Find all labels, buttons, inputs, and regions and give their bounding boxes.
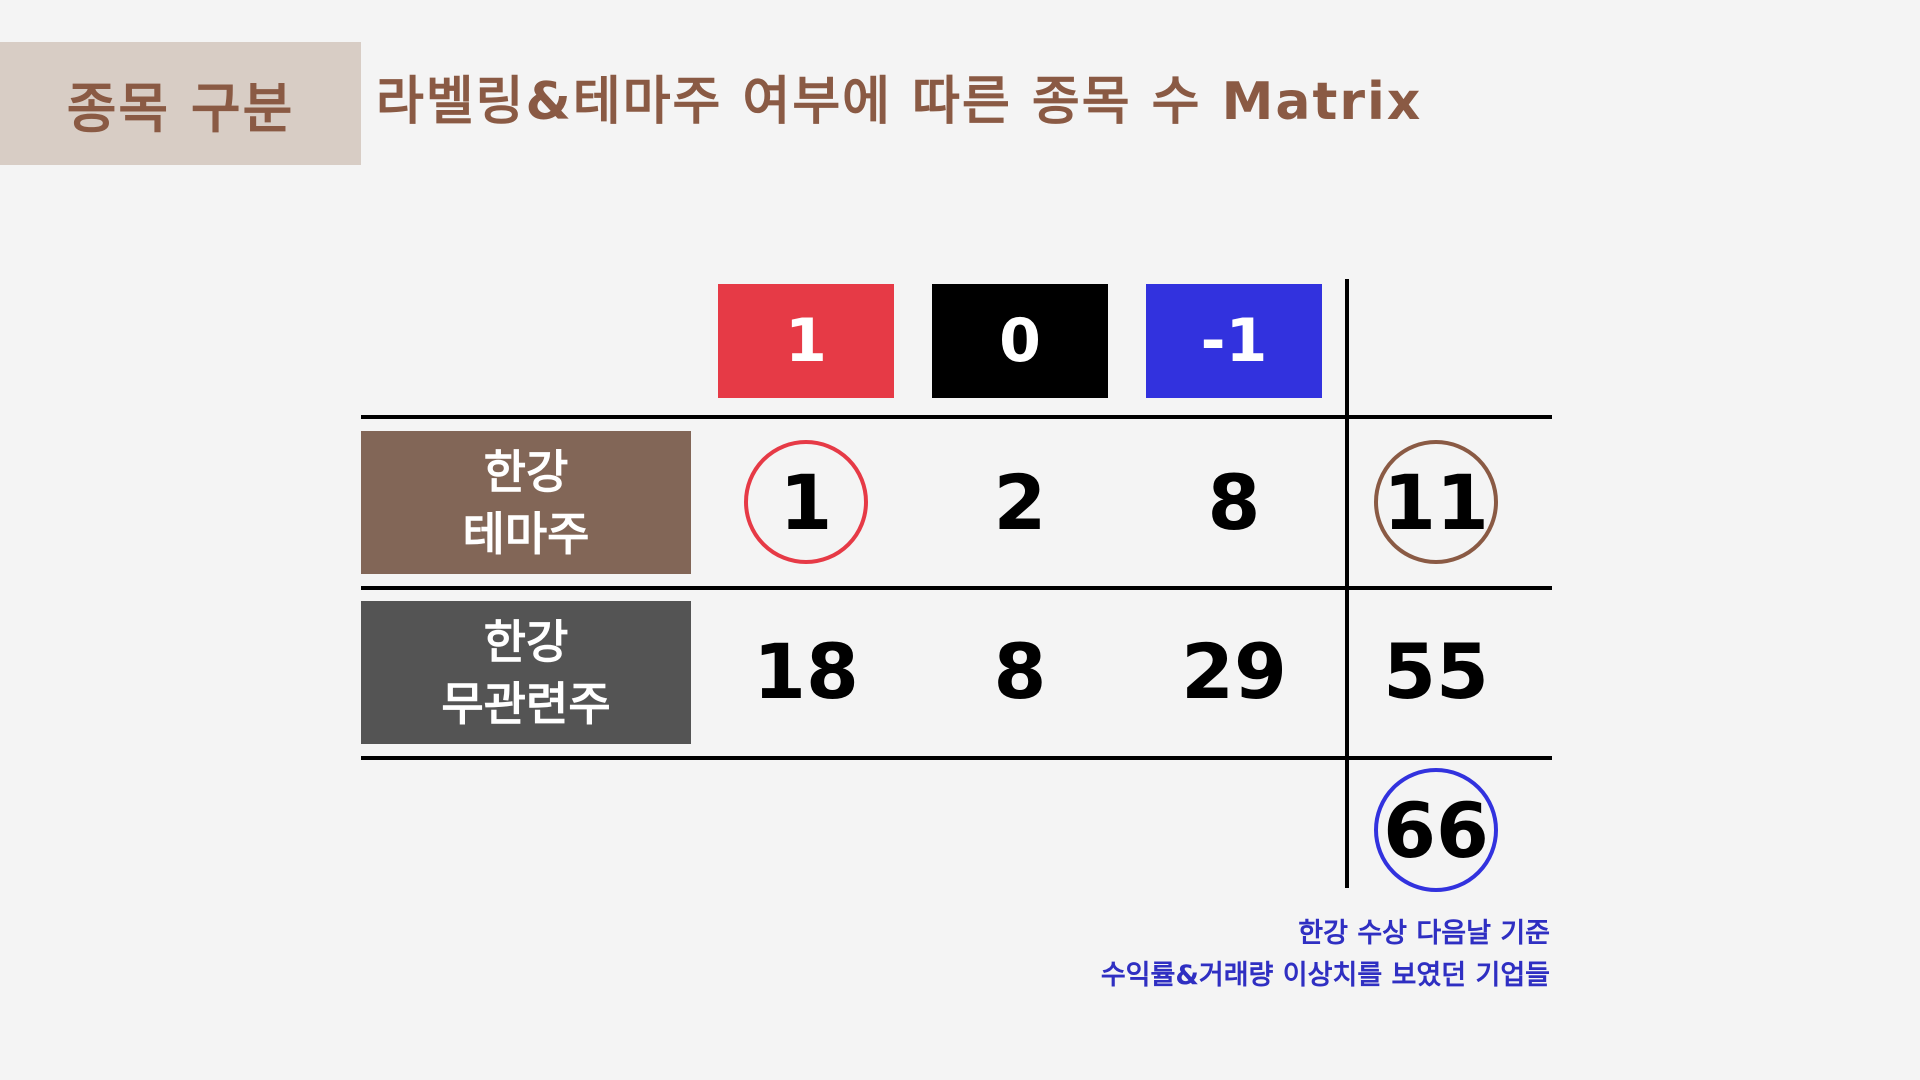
cell-theme-neutral: 2: [993, 457, 1047, 547]
table-line-top: [361, 415, 1552, 419]
row-label-unrelated-stocks: 한강 무관련주: [361, 601, 691, 744]
cell-unrelated-total: 55: [1383, 626, 1489, 716]
cell-theme-positive: 1: [744, 440, 868, 564]
cell-theme-total: 11: [1374, 440, 1498, 564]
table-line-vertical: [1345, 279, 1349, 888]
page-title: 라벨링&테마주 여부에 따른 종목 수 Matrix: [376, 72, 1423, 132]
row-label-line: 한강: [483, 444, 569, 499]
row-label-line: 무관련주: [441, 676, 611, 731]
row-label-line: 한강: [483, 614, 569, 669]
footnote-line-1: 한강 수상 다음날 기준: [1298, 918, 1550, 949]
grand-total: 66: [1374, 768, 1498, 892]
cell-unrelated-neutral: 8: [993, 626, 1047, 716]
row-label-theme-stocks: 한강 테마주: [361, 431, 691, 574]
cell-unrelated-negative: 29: [1181, 626, 1287, 716]
cell-theme-negative: 8: [1207, 457, 1261, 547]
table-line-middle: [361, 586, 1552, 590]
section-tag: 종목 구분: [0, 42, 361, 165]
footnote-line-2: 수익률&거래량 이상치를 보였던 기업들: [1100, 960, 1550, 991]
cell-unrelated-positive: 18: [753, 626, 859, 716]
row-label-line: 테마주: [462, 506, 590, 561]
column-header-positive: 1: [718, 284, 894, 398]
column-header-neutral: 0: [932, 284, 1108, 398]
table-line-bottom: [361, 756, 1552, 760]
column-header-negative: -1: [1146, 284, 1322, 398]
